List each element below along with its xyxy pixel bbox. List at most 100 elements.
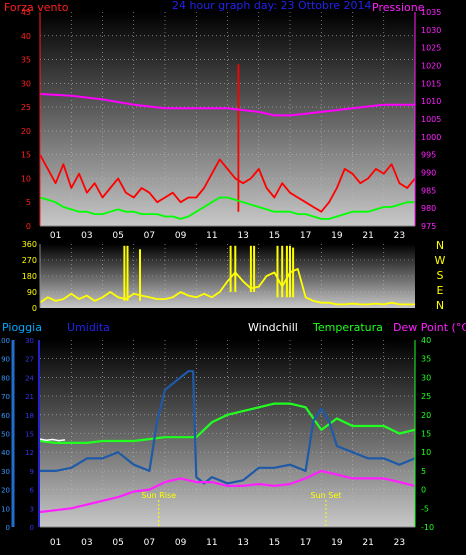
humidity-tick-label: 27 <box>25 356 34 364</box>
temperature-humidity-chart: Pioggia Umidita Windchill Temperatura Dew Po… <box>0 321 466 548</box>
wind-tick-label: 20 <box>21 127 31 136</box>
series-line-1 <box>39 438 66 442</box>
x-tick-label: 03 <box>81 538 92 548</box>
humidity-tick-label: 0 <box>30 524 34 532</box>
pressure-tick-label: 985 <box>421 186 436 195</box>
direction-tick-label: 0 <box>32 304 37 313</box>
legend-label: Pioggia <box>2 321 42 334</box>
humidity-tick-label: 21 <box>25 393 34 401</box>
pressure-tick-label: 1035 <box>421 8 441 17</box>
rain-tick-label: 70 <box>1 393 10 401</box>
wind-tick-label: 45 <box>21 8 31 17</box>
wind-pressure-grid <box>40 12 415 226</box>
temperature-chart-header: Pioggia Umidita Windchill Temperatura Dew Po… <box>2 321 466 334</box>
temperature-tick-label: 25 <box>421 392 431 401</box>
compass-letter: W <box>435 254 446 267</box>
compass-letter: N <box>436 299 444 312</box>
pressure-tick-label: 1025 <box>421 44 441 53</box>
rain-tick-label: 90 <box>1 356 10 364</box>
x-tick-label: 23 <box>394 231 405 241</box>
humidity-tick-label: 12 <box>25 449 34 457</box>
pressure-axis-ticks: 975 980 985 990 995 1000 1005 1010 1015 1020 1025 1… <box>421 8 441 231</box>
direction-tick-label: 90 <box>27 288 37 297</box>
direction-axis-ticks: 0 90 180 270 360 <box>22 240 37 313</box>
x-tick-label: 11 <box>206 231 217 241</box>
pressure-tick-label: 990 <box>421 169 436 178</box>
x-tick-label: 07 <box>144 231 155 241</box>
legend-label: Windchill <box>248 321 298 334</box>
wind-pressure-plot-area <box>40 12 415 226</box>
x-tick-label: 23 <box>394 538 405 548</box>
rain-tick-label: 80 <box>1 374 10 382</box>
direction-tick-label: 360 <box>22 240 37 249</box>
compass-letter: S <box>437 269 444 282</box>
pressure-tick-label: 995 <box>421 151 436 160</box>
direction-tick-label: 180 <box>22 272 37 281</box>
temperature-tick-label: 40 <box>421 336 431 345</box>
sun-label: Sun Rise <box>141 491 176 500</box>
humidity-tick-label: 15 <box>25 431 34 439</box>
humidity-axis-ticks: 0 3 6 9 12 15 18 21 24 27 30 <box>25 337 34 532</box>
pressure-tick-label: 1015 <box>421 79 441 88</box>
temperature-tick-label: 0 <box>421 486 426 495</box>
rain-tick-label: 40 <box>1 449 10 457</box>
sun-annotations: Sun Rise Sun Set <box>141 491 341 527</box>
series-line-3 <box>39 93 415 117</box>
compass-letter: E <box>437 284 444 297</box>
rain-tick-label: 0 <box>6 524 10 532</box>
wind-tick-label: 40 <box>21 32 31 41</box>
rain-tick-label: 100 <box>0 337 10 345</box>
rain-tick-label: 30 <box>1 468 10 476</box>
humidity-tick-label: 18 <box>25 412 34 420</box>
x-tick-label: 01 <box>50 231 61 241</box>
direction-tick-label: 270 <box>22 256 37 265</box>
temperature-tick-label: 30 <box>421 373 431 382</box>
wind-pressure-title: 24 hour graph day: 23 Ottobre 2014 <box>172 0 372 12</box>
pressure-tick-label: 1005 <box>421 115 441 124</box>
temperature-tick-label: -5 <box>421 504 429 513</box>
wind-pressure-x-ticks: 01 03 05 07 09 11 13 15 17 19 21 23 <box>50 231 405 241</box>
temperature-series <box>39 370 416 514</box>
wind-axis-ticks: 0 5 10 15 20 25 30 35 40 45 <box>21 8 31 231</box>
x-tick-label: 13 <box>237 231 248 241</box>
series-line-2 <box>39 196 415 220</box>
humidity-tick-label: 6 <box>30 487 35 495</box>
x-tick-label: 03 <box>81 231 92 241</box>
sun-label: Sun Set <box>310 491 341 500</box>
temperature-tick-label: -10 <box>421 523 434 532</box>
series-line-0 <box>39 402 416 444</box>
x-tick-label: 15 <box>269 538 280 548</box>
humidity-tick-label: 30 <box>25 337 34 345</box>
rain-tick-label: 10 <box>1 505 10 513</box>
x-tick-label: 13 <box>237 538 248 548</box>
temperature-tick-label: 35 <box>421 355 431 364</box>
direction-line <box>39 268 415 306</box>
x-tick-label: 21 <box>362 538 373 548</box>
wind-tick-label: 35 <box>21 56 31 65</box>
humidity-tick-label: 24 <box>25 374 34 382</box>
temperature-tick-label: 5 <box>421 467 426 476</box>
series-line-0 <box>39 154 416 213</box>
humidity-tick-label: 9 <box>30 468 34 476</box>
x-tick-label: 15 <box>269 231 280 241</box>
x-tick-label: 17 <box>300 231 311 241</box>
series-line-2 <box>40 370 416 485</box>
temperature-tick-label: 15 <box>421 430 431 439</box>
wind-pressure-series <box>39 64 416 220</box>
wind-tick-label: 0 <box>26 222 31 231</box>
legend-label: Dew Point (°C) <box>393 321 466 334</box>
pressure-tick-label: 1030 <box>421 26 441 35</box>
temperature-x-ticks: 01 03 05 07 09 11 13 15 17 19 21 23 <box>50 538 405 548</box>
x-tick-label: 05 <box>112 231 123 241</box>
wind-direction-series <box>39 245 415 306</box>
x-tick-label: 11 <box>206 538 217 548</box>
pressure-tick-label: 980 <box>421 204 436 213</box>
x-tick-label: 19 <box>331 538 343 548</box>
x-tick-label: 09 <box>175 538 187 548</box>
humidity-tick-label: 3 <box>30 505 34 513</box>
x-tick-label: 21 <box>362 231 373 241</box>
